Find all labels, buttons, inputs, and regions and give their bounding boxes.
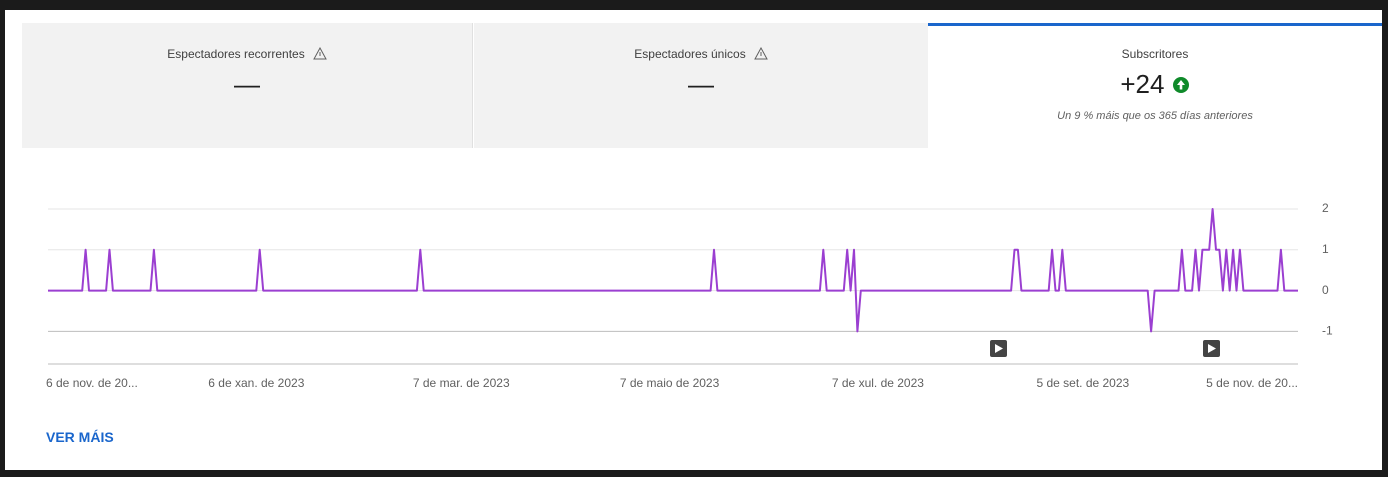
x-tick-label: 6 de xan. de 2023 [208, 376, 304, 390]
chart: -1 0 1 2 6 de nov. de 20... 6 de xan. de 2023… [0, 0, 1388, 477]
y-tick-label: -1 [1322, 324, 1333, 338]
data-line [48, 209, 1298, 331]
x-tick-label: 7 de xul. de 2023 [832, 376, 924, 390]
y-tick-label: 2 [1322, 201, 1329, 215]
x-tick-label: 7 de mar. de 2023 [413, 376, 510, 390]
y-tick-label: 1 [1322, 242, 1329, 256]
x-tick-label: 5 de nov. de 20... [1206, 376, 1298, 390]
y-tick-label: 0 [1322, 283, 1329, 297]
x-tick-label: 7 de maio de 2023 [620, 376, 720, 390]
video-marker[interactable] [1203, 340, 1220, 357]
x-tick-label: 6 de nov. de 20... [46, 376, 138, 390]
x-tick-label: 5 de set. de 2023 [1036, 376, 1129, 390]
video-marker[interactable] [990, 340, 1007, 357]
page: Espectadores recorrentes — Espectadores … [0, 0, 1388, 477]
